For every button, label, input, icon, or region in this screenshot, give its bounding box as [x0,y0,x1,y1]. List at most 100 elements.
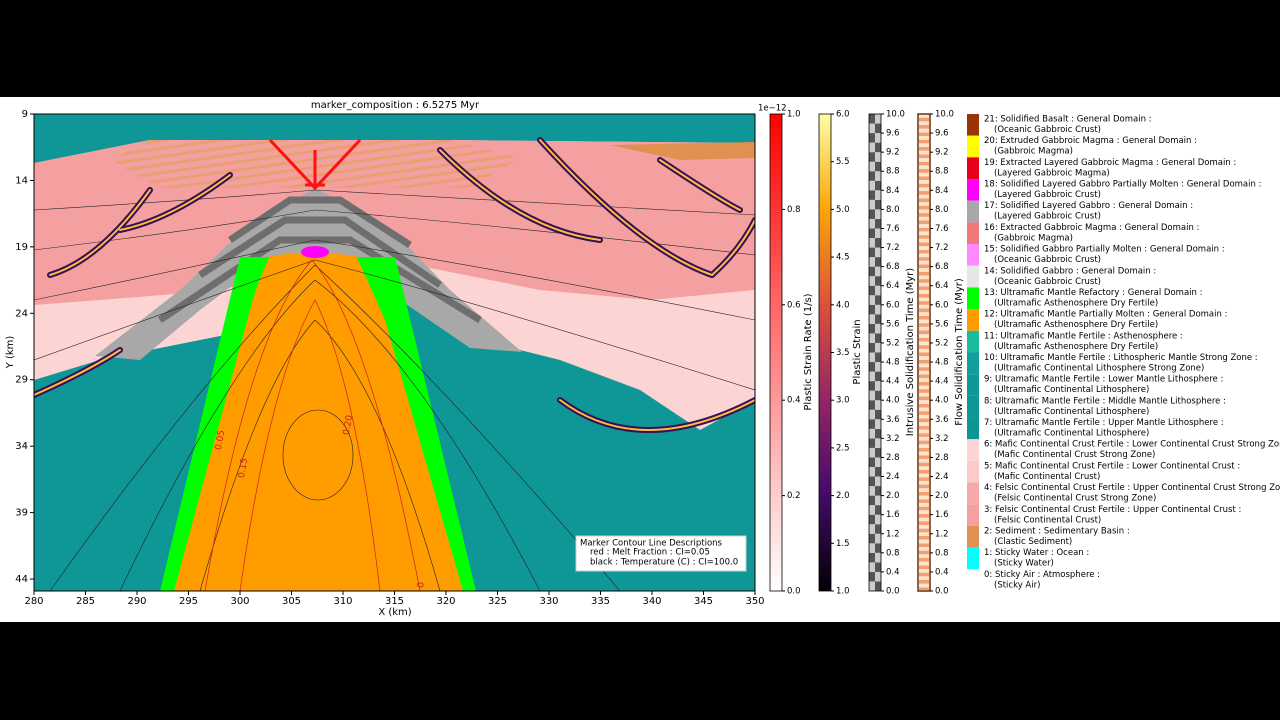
legend-label: (Ultramafic Continental Lithosphere) [994,385,1149,395]
contour-label: 0.15 [237,457,250,478]
colorbar-cell [918,176,930,181]
colorbar-cell [869,114,875,124]
colorbar-cell [918,436,930,441]
colorbar-cell [875,562,881,572]
colorbar-cell [918,565,930,569]
colorbar-tick-label: 5.2 [886,338,900,348]
colorbar-cell [918,301,930,305]
colorbar-cell [918,378,930,382]
legend-label: 18: Solidified Layered Gabbro Partially … [984,180,1261,190]
melt-contours [204,259,421,591]
colorbar-tick-label: 5.2 [935,338,949,348]
x-tick-label: 350 [745,596,764,607]
colorbar-cell [875,114,881,124]
colorbar [819,114,831,591]
colorbar-cell [918,491,930,496]
colorbar-cell [875,171,881,181]
colorbar-cell [918,158,930,162]
legend-label: (Layered Gabbroic Crust) [994,212,1101,222]
melt-conduit [268,138,362,191]
legend-label: (Oceanic Gabbroic Crust) [994,125,1101,135]
colorbar-cell [869,161,875,172]
colorbar-cell [918,117,930,122]
colorbar-cell [869,381,875,391]
colorbar-tick-label: 9.2 [886,148,900,158]
y-tick-label: 9 [22,109,28,120]
legend-label: 5: Mafic Continental Crust Fertile : Low… [984,461,1240,471]
colorbar-cell [918,455,930,459]
legend-label: (Mafic Continental Crust) [994,472,1100,482]
colorbar-cell [869,543,875,553]
colorbar-cell [918,136,930,140]
colorbar-tick-label: 3.2 [886,434,900,444]
legend-label: (Ultramafic Continental Lithosphere) [994,429,1149,439]
x-tick-label: 300 [230,596,249,607]
legend-label: (Ultramafic Asthenosphere Dry Fertile) [994,342,1158,352]
colorbar-cell [918,238,930,243]
colorbar-tick-label: 9.2 [935,148,949,158]
colorbar-tick-label: 9.6 [935,129,949,139]
colorbar-cell [918,282,930,287]
colorbar-tick-label: 8.8 [886,167,900,177]
colorbar-cell [918,539,930,544]
colorbar-cell [918,407,930,412]
colorbar-cell [918,341,930,346]
colorbar-tick-label: 6.4 [935,281,949,291]
colorbar-cell [918,220,930,225]
colorbar-cell [869,533,875,544]
colorbar-cell [869,180,875,191]
legend-label: 1: Sticky Water : Ocean : [984,548,1089,558]
legend-swatch [967,179,979,201]
colorbar-cell [918,389,930,393]
colorbar-cell [918,242,930,247]
legend-label: 17: Solidified Layered Gabbro : General … [984,201,1193,211]
legend-swatch [967,374,979,396]
colorbar-cell [918,128,930,133]
colorbar-cell [918,506,930,511]
legend-label: 14: Solidified Gabbro : General Domain : [984,266,1156,276]
colorbar-cell [875,323,881,334]
y-tick-label: 34 [15,441,28,452]
legend-label: (Oceanic Gabbroic Crust) [994,277,1101,287]
legend-label: 11: Ultramafic Mantle Fertile : Asthenos… [984,331,1183,341]
contour-legend-title: Marker Contour Line Descriptions [580,539,723,549]
legend-swatch [967,504,979,526]
legend-label: 3: Felsic Continental Crust Fertile : Up… [984,505,1241,515]
colorbar-cell [918,587,930,591]
colorbar-cell [918,385,930,390]
colorbar-tick-label: 0.4 [886,567,900,577]
colorbar-cell [918,363,930,368]
colorbar-tick-label: 3.2 [935,434,949,444]
colorbar-frame [769,113,783,592]
colorbar-cell [869,524,875,534]
x-tick-label: 330 [539,596,558,607]
colorbar-cell [918,356,930,360]
colorbar-cell [918,312,930,316]
legend-label: (Felsic Continental Crust) [994,515,1101,525]
legend-label: 9: Ultramafic Mantle Fertile : Lower Man… [984,375,1223,385]
colorbar-cell [869,505,875,515]
legend-swatch [967,222,979,245]
colorbar-offset: 1e−12 [758,104,787,114]
colorbar-tick-label: 3.0 [836,396,850,406]
legend-label: (Ultramafic Continental Lithosphere Stro… [994,364,1204,374]
colorbar-label: Flow Solidification Time (Myr) [954,278,965,426]
y-tick-label: 39 [15,508,28,519]
colorbar-cell [918,422,930,426]
colorbar-cell [918,392,930,397]
colorbar-cell [875,438,881,448]
legend-label: 0: Sticky Air : Atmosphere : [984,570,1100,580]
legend-swatch [967,460,979,483]
colorbar-cell [869,419,875,429]
colorbar-cell [869,428,875,439]
colorbar-tick-label: 1.2 [935,529,949,539]
colorbar-cell [869,209,875,219]
colorbar-frame [917,113,931,592]
colorbar-cell [875,447,881,458]
colorbar-tick-label: 0.4 [935,567,949,577]
colorbar-cell [875,409,881,420]
colorbar-cell [875,180,881,191]
colorbar-cell [918,205,930,210]
colorbar-cell [918,183,930,188]
